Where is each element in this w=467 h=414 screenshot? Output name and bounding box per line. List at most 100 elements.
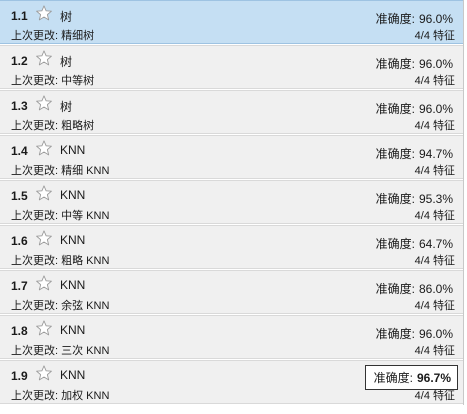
accuracy-value: 96.0% xyxy=(418,102,453,116)
model-number: 1.3 xyxy=(11,99,28,113)
model-history-list: 1.1 树 上次更改: 精细树 准确度: 96.0% 4/4 特征 1.2 树 上… xyxy=(0,0,464,405)
accuracy-metric: 准确度: 96.0% xyxy=(372,323,457,344)
feature-count: 4/4 特征 xyxy=(414,120,455,132)
last-change-value: 余弦 KNN xyxy=(61,300,110,312)
model-number: 1.8 xyxy=(11,324,28,338)
star-icon[interactable] xyxy=(35,229,53,247)
accuracy-value: 96.0% xyxy=(418,57,453,71)
last-change-label: 上次更改: xyxy=(11,345,59,357)
accuracy-value: 86.0% xyxy=(418,282,453,296)
star-icon[interactable] xyxy=(35,139,53,157)
last-change-value: 中等树 xyxy=(61,75,95,87)
accuracy-label: 准确度: xyxy=(375,57,415,71)
best-accuracy-metric: 准确度: 96.7% xyxy=(364,365,458,390)
last-change-label: 上次更改: xyxy=(11,30,59,42)
model-type: 树 xyxy=(60,100,73,114)
model-type: KNN xyxy=(60,368,86,382)
model-row-1-7[interactable]: 1.7 KNN 上次更改: 余弦 KNN 准确度: 86.0% 4/4 特征 xyxy=(0,270,463,314)
accuracy-label: 准确度: xyxy=(375,237,415,251)
last-change: 上次更改: 中等树 xyxy=(11,72,94,88)
accuracy-label: 准确度: xyxy=(373,371,413,385)
model-type: 树 xyxy=(60,55,73,69)
last-change: 上次更改: 粗略 KNN xyxy=(11,252,109,268)
last-change-label: 上次更改: xyxy=(11,165,59,177)
accuracy-metric: 准确度: 86.0% xyxy=(372,278,457,299)
accuracy-value: 96.7% xyxy=(416,371,451,385)
last-change: 上次更改: 精细树 xyxy=(11,27,94,43)
model-row-1-4[interactable]: 1.4 KNN 上次更改: 精细 KNN 准确度: 94.7% 4/4 特征 xyxy=(0,135,463,179)
feature-count: 4/4 特征 xyxy=(414,165,455,177)
star-icon[interactable] xyxy=(35,4,53,22)
star-icon[interactable] xyxy=(35,94,53,112)
model-number: 1.2 xyxy=(11,54,28,68)
model-number: 1.5 xyxy=(11,189,28,203)
feature-count: 4/4 特征 xyxy=(414,30,455,42)
star-icon[interactable] xyxy=(35,274,53,292)
last-change-value: 粗略树 xyxy=(61,120,95,132)
accuracy-metric: 准确度: 96.0% xyxy=(372,53,457,74)
feature-count: 4/4 特征 xyxy=(414,210,455,222)
last-change-label: 上次更改: xyxy=(11,75,59,87)
last-change: 上次更改: 粗略树 xyxy=(11,117,94,133)
accuracy-label: 准确度: xyxy=(375,102,415,116)
accuracy-label: 准确度: xyxy=(375,282,415,296)
model-type: KNN xyxy=(60,323,86,337)
last-change-label: 上次更改: xyxy=(11,300,59,312)
last-change: 上次更改: 精细 KNN xyxy=(11,162,109,178)
star-icon[interactable] xyxy=(35,364,53,382)
model-number: 1.9 xyxy=(11,369,28,383)
model-number: 1.1 xyxy=(11,9,28,23)
accuracy-metric: 准确度: 94.7% xyxy=(372,143,457,164)
model-type: KNN xyxy=(60,143,86,157)
last-change: 上次更改: 加权 KNN xyxy=(11,387,109,403)
feature-count: 4/4 特征 xyxy=(414,255,455,267)
last-change-value: 粗略 KNN xyxy=(61,255,110,267)
model-type: 树 xyxy=(60,10,73,24)
accuracy-label: 准确度: xyxy=(375,12,415,26)
last-change-label: 上次更改: xyxy=(11,210,59,222)
feature-count: 4/4 特征 xyxy=(414,390,455,402)
model-row-1-8[interactable]: 1.8 KNN 上次更改: 三次 KNN 准确度: 96.0% 4/4 特征 xyxy=(0,315,463,359)
feature-count: 4/4 特征 xyxy=(414,75,455,87)
model-row-1-6[interactable]: 1.6 KNN 上次更改: 粗略 KNN 准确度: 64.7% 4/4 特征 xyxy=(0,225,463,269)
accuracy-label: 准确度: xyxy=(375,192,415,206)
model-type: KNN xyxy=(60,233,86,247)
last-change-value: 精细树 xyxy=(61,30,95,42)
accuracy-metric: 准确度: 96.0% xyxy=(372,8,457,29)
feature-count: 4/4 特征 xyxy=(414,345,455,357)
accuracy-label: 准确度: xyxy=(375,327,415,341)
model-type: KNN xyxy=(60,188,86,202)
star-icon[interactable] xyxy=(35,184,53,202)
model-row-1-3[interactable]: 1.3 树 上次更改: 粗略树 准确度: 96.0% 4/4 特征 xyxy=(0,90,463,134)
accuracy-metric: 准确度: 64.7% xyxy=(372,233,457,254)
last-change: 上次更改: 中等 KNN xyxy=(11,207,109,223)
accuracy-value: 96.0% xyxy=(418,327,453,341)
star-icon[interactable] xyxy=(35,319,53,337)
accuracy-value: 95.3% xyxy=(418,192,453,206)
model-number: 1.4 xyxy=(11,144,28,158)
last-change-label: 上次更改: xyxy=(11,120,59,132)
last-change: 上次更改: 余弦 KNN xyxy=(11,297,109,313)
model-type: KNN xyxy=(60,278,86,292)
accuracy-metric: 准确度: 96.0% xyxy=(372,98,457,119)
last-change-label: 上次更改: xyxy=(11,390,59,402)
model-row-1-2[interactable]: 1.2 树 上次更改: 中等树 准确度: 96.0% 4/4 特征 xyxy=(0,45,463,89)
model-number: 1.6 xyxy=(11,234,28,248)
star-icon[interactable] xyxy=(35,49,53,67)
model-row-1-9[interactable]: 1.9 KNN 上次更改: 加权 KNN 准确度: 96.7% 4/4 特征 xyxy=(0,360,463,404)
model-row-1-5[interactable]: 1.5 KNN 上次更改: 中等 KNN 准确度: 95.3% 4/4 特征 xyxy=(0,180,463,224)
accuracy-value: 94.7% xyxy=(418,147,453,161)
model-row-1-1[interactable]: 1.1 树 上次更改: 精细树 准确度: 96.0% 4/4 特征 xyxy=(0,0,463,44)
accuracy-value: 96.0% xyxy=(418,12,453,26)
last-change-value: 加权 KNN xyxy=(61,390,110,402)
model-number: 1.7 xyxy=(11,279,28,293)
accuracy-metric: 准确度: 95.3% xyxy=(372,188,457,209)
last-change-value: 三次 KNN xyxy=(61,345,110,357)
last-change: 上次更改: 三次 KNN xyxy=(11,342,109,358)
last-change-label: 上次更改: xyxy=(11,255,59,267)
accuracy-label: 准确度: xyxy=(375,147,415,161)
feature-count: 4/4 特征 xyxy=(414,300,455,312)
accuracy-value: 64.7% xyxy=(418,237,453,251)
last-change-value: 精细 KNN xyxy=(61,165,110,177)
last-change-value: 中等 KNN xyxy=(61,210,110,222)
